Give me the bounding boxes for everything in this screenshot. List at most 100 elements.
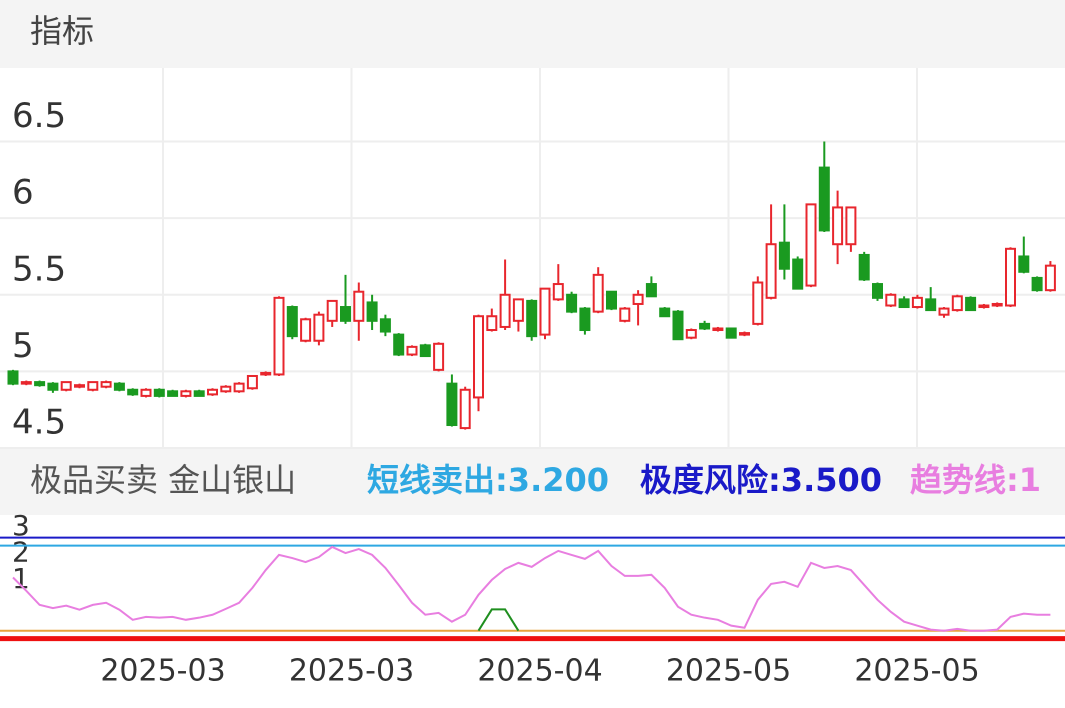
candle-body <box>858 253 870 281</box>
candle-body <box>566 293 578 313</box>
candle-body <box>818 166 830 232</box>
candle-body <box>326 299 338 322</box>
x-tick-label: 2025-03 <box>289 654 414 689</box>
candle-body <box>526 299 538 338</box>
header-bar <box>0 0 1065 68</box>
y-tick-label: 5 <box>12 326 34 366</box>
candle-body <box>207 388 218 396</box>
candle-body <box>300 318 312 342</box>
candle-body <box>938 307 950 316</box>
indicator-title: 极品买卖 金山银山 <box>30 461 296 499</box>
candle-body <box>419 344 431 358</box>
candle-body <box>286 306 298 338</box>
y-tick-label: 4.5 <box>12 403 66 443</box>
candle-body <box>353 290 365 322</box>
candle-body <box>167 390 179 397</box>
legend-entry: 趋势线:1 <box>910 461 1041 499</box>
series-line <box>12 545 1051 632</box>
candle-body <box>473 315 484 399</box>
candle-body <box>20 381 32 385</box>
candle-body <box>246 374 258 390</box>
candle-body <box>60 381 72 391</box>
x-tick-label: 2025-04 <box>477 654 602 689</box>
candle-body <box>1005 247 1016 307</box>
legend-entry: 短线卖出:3.200 <box>367 461 609 499</box>
candle-body <box>978 304 990 309</box>
candle-body <box>233 382 245 393</box>
candle-body <box>180 390 192 397</box>
y-tick-label: 6.5 <box>12 96 66 136</box>
candle-body <box>1018 255 1030 273</box>
candle-body <box>273 296 285 376</box>
candle-body <box>991 302 1003 307</box>
candle-body <box>659 307 671 318</box>
y-tick-label: 5.5 <box>12 249 66 289</box>
candle-body <box>805 203 817 287</box>
y-tick-label: 1 <box>12 562 30 595</box>
candle-body <box>193 390 205 397</box>
candle-body <box>685 329 697 339</box>
candle-body <box>712 327 724 332</box>
candle-body <box>459 388 471 430</box>
candle-body <box>512 298 524 322</box>
x-tick-label: 2025-05 <box>854 654 979 689</box>
candle-body <box>725 327 737 339</box>
x-tick-label: 2025-05 <box>666 654 791 689</box>
candle-body <box>499 293 511 328</box>
candle-body <box>34 381 46 387</box>
legend-entry: 极度风险:3.500 <box>640 461 882 499</box>
candle-body <box>552 283 564 301</box>
candle-body <box>87 381 99 391</box>
candle-body <box>765 243 777 299</box>
candle-body <box>379 318 391 333</box>
candle-body <box>592 273 604 313</box>
header-title: 指标 <box>30 12 94 50</box>
y-tick-label: 2 <box>12 536 30 569</box>
candle-body <box>127 388 139 396</box>
candle-body <box>951 295 963 312</box>
candle-body <box>739 332 750 336</box>
candle-body <box>486 315 498 332</box>
candle-body <box>340 306 351 322</box>
candle-body <box>752 281 764 325</box>
candle-body <box>606 290 617 310</box>
candle-body <box>619 307 631 322</box>
candle-body <box>74 384 85 388</box>
indicator-bar <box>0 447 1065 515</box>
candle-body <box>832 206 844 246</box>
candle-body <box>7 370 19 385</box>
candle-body <box>632 293 644 305</box>
candle-body <box>260 371 272 376</box>
x-tick-label: 2025-03 <box>100 654 225 689</box>
candle-body <box>313 313 325 342</box>
candle-body <box>672 310 684 341</box>
candle-body <box>366 301 378 322</box>
candle-body <box>220 385 232 393</box>
candle-body <box>393 333 405 356</box>
y-tick-label: 6 <box>12 173 34 213</box>
candle-body <box>911 296 923 309</box>
candle-body <box>845 206 857 246</box>
candle-body <box>113 382 125 391</box>
candle-body <box>153 388 165 397</box>
candle-body <box>446 382 458 427</box>
candle-body <box>47 382 59 391</box>
candle-body <box>699 322 711 330</box>
candle-body <box>406 345 418 356</box>
candle-body <box>872 283 883 299</box>
candle-body <box>898 298 910 309</box>
candle-body <box>100 381 112 388</box>
candle-body <box>140 388 152 397</box>
candle-body <box>539 287 551 336</box>
y-tick-label: 3 <box>12 509 30 542</box>
candle-body <box>778 241 790 270</box>
candle-body <box>965 296 977 312</box>
candle-body <box>792 258 804 290</box>
candle-body <box>1031 276 1043 292</box>
candle-body <box>433 342 445 371</box>
candle-body <box>925 298 937 312</box>
series-line <box>477 608 520 632</box>
candle-body <box>1044 264 1056 292</box>
